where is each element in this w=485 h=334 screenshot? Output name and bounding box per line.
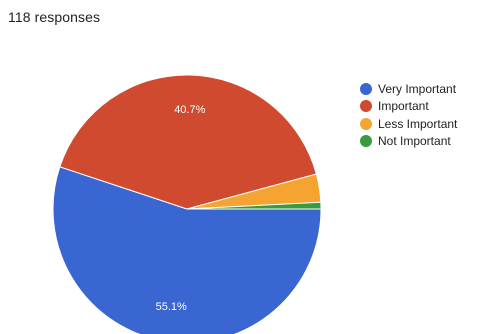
legend-swatch [360, 82, 372, 95]
pie-slice-important[interactable] [59, 74, 317, 210]
legend-label: Less Important [378, 116, 458, 131]
legend-item[interactable]: Less Important [360, 115, 457, 133]
slice-percent-label: 40.7% [174, 104, 205, 116]
pie-slice-very-important[interactable] [52, 166, 322, 334]
legend-item[interactable]: Important [360, 98, 457, 116]
pie-slice-not-important[interactable] [186, 201, 322, 210]
legend-label: Important [378, 99, 429, 114]
responses-count: 118 responses [8, 9, 101, 25]
legend-label: Not Important [378, 134, 451, 149]
slice-percent-label: 55.1% [156, 301, 187, 313]
legend-item[interactable]: Very Important [360, 80, 457, 98]
legend-swatch [360, 100, 372, 113]
legend: Very Important Important Less Important … [360, 80, 457, 150]
legend-swatch [360, 135, 372, 148]
legend-label: Very Important [378, 81, 457, 96]
legend-swatch [360, 117, 372, 130]
legend-item[interactable]: Not Important [360, 133, 457, 151]
